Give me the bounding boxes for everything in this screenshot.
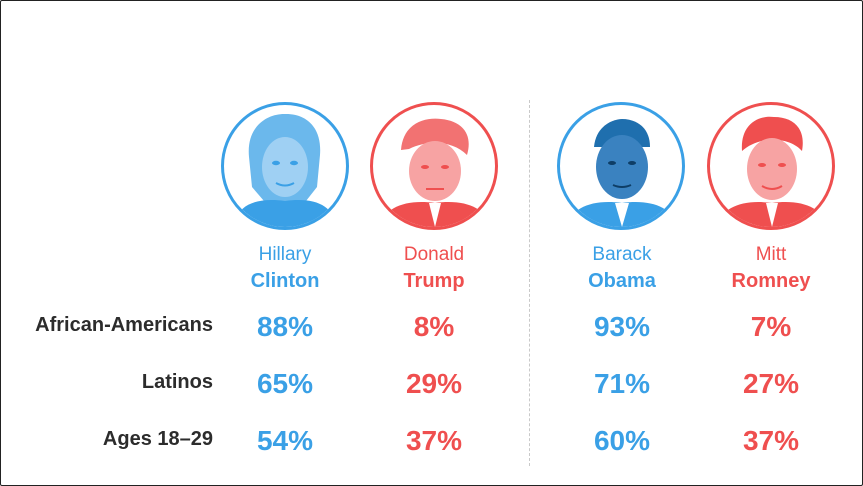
obama-portrait-circle — [557, 102, 685, 230]
row-label-african-americans: African-Americans — [35, 314, 213, 336]
last-name: Obama — [588, 270, 656, 292]
trump-portrait-circle — [370, 102, 498, 230]
donald-trump-portrait-icon — [381, 118, 489, 227]
election-divider — [529, 100, 530, 466]
row-label-latinos: Latinos — [141, 371, 213, 393]
last-name: Romney — [731, 270, 811, 292]
first-name: Donald — [403, 244, 465, 265]
value-cell: 60% — [593, 425, 651, 456]
value-cell: 7% — [750, 311, 792, 342]
value-cell: 29% — [405, 368, 463, 399]
value-cell: 37% — [405, 425, 463, 456]
value-cell: 65% — [256, 368, 314, 399]
first-name: Barack — [592, 244, 652, 265]
value-cell: 27% — [742, 368, 800, 399]
first-name: Hillary — [258, 244, 312, 265]
row-label-ages: Ages 18–29 — [102, 428, 213, 450]
value-cell: 37% — [742, 425, 800, 456]
barack-obama-portrait-icon — [568, 119, 676, 227]
candidate-name-clinton: Hillary Clinton — [210, 242, 360, 294]
value-cell: 88% — [256, 311, 314, 342]
value-cell: 54% — [256, 425, 314, 456]
candidate-name-romney: Mitt Romney — [696, 242, 846, 294]
hillary-clinton-portrait-icon — [234, 113, 336, 227]
value-cell: 93% — [593, 311, 651, 342]
first-name: Mitt — [755, 244, 787, 265]
candidate-name-obama: Barack Obama — [547, 242, 697, 294]
last-name: Clinton — [250, 270, 320, 292]
value-cell: 8% — [413, 311, 455, 342]
clinton-portrait-circle — [221, 102, 349, 230]
candidate-name-trump: Donald Trump — [359, 242, 509, 294]
mitt-romney-portrait-icon — [718, 116, 826, 227]
romney-portrait-circle — [707, 102, 835, 230]
last-name: Trump — [403, 270, 465, 292]
value-cell: 71% — [593, 368, 651, 399]
